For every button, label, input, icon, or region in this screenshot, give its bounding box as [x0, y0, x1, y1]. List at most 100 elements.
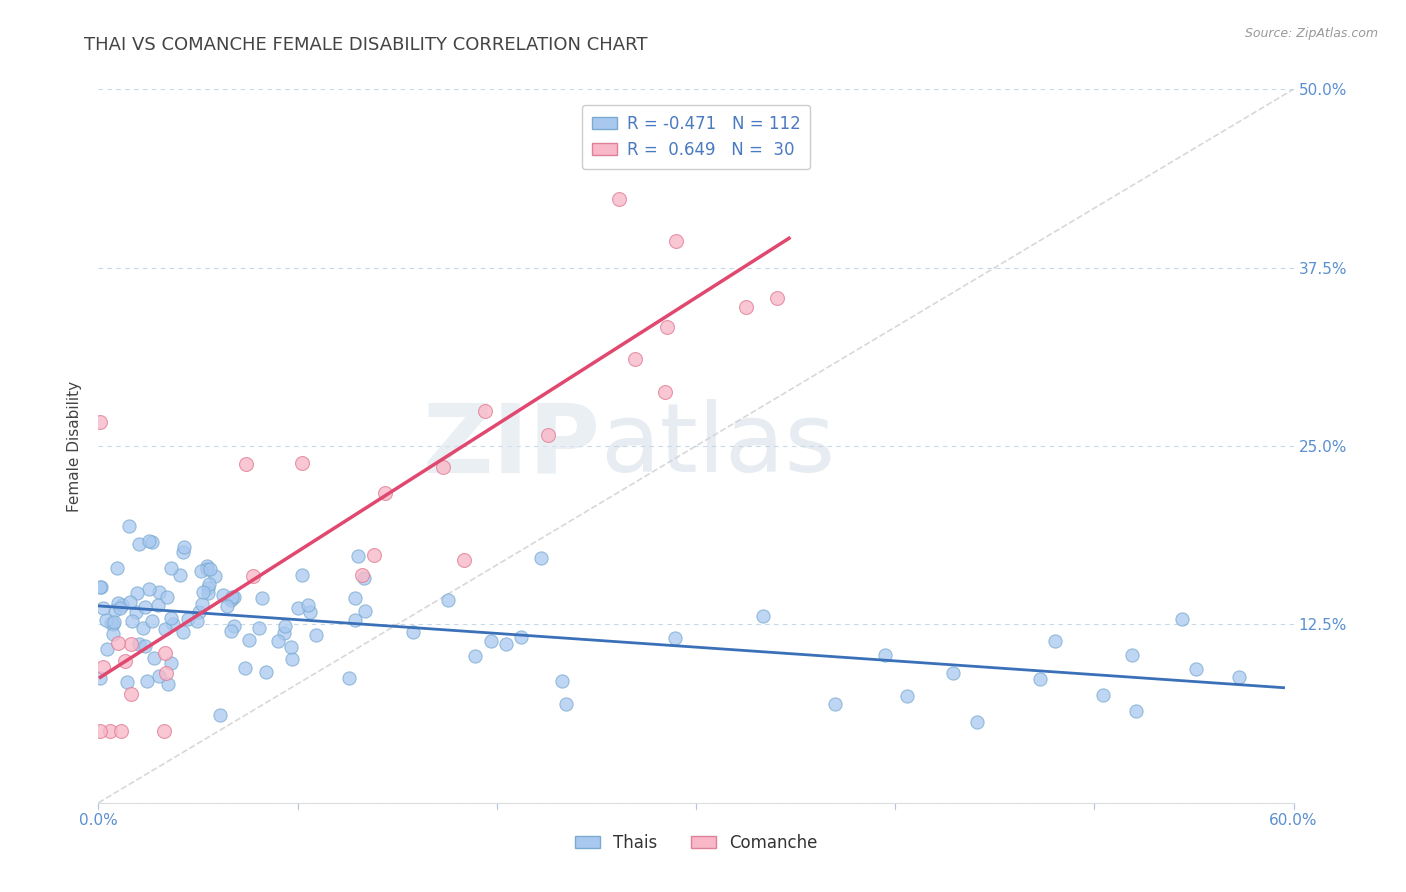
Point: [172, 545, 194, 559]
Point: [103, 617, 125, 632]
Point: [125, 585, 148, 599]
Point: [664, 632, 686, 646]
Point: [89, 415, 111, 429]
Point: [1092, 688, 1115, 702]
Point: [162, 617, 184, 632]
Point: [437, 593, 460, 607]
Point: [343, 591, 366, 606]
Point: [153, 647, 176, 661]
Point: [208, 707, 231, 722]
Point: [197, 576, 219, 591]
Point: [735, 300, 758, 314]
Point: [89, 724, 111, 739]
Point: [291, 456, 314, 470]
Point: [156, 677, 179, 691]
Point: [343, 613, 366, 627]
Point: [121, 614, 143, 628]
Point: [90, 580, 112, 594]
Point: [235, 457, 257, 471]
Point: [766, 291, 789, 305]
Point: [159, 561, 181, 575]
Point: [156, 591, 179, 605]
Point: [297, 599, 319, 613]
Point: [148, 669, 170, 683]
Point: [197, 586, 219, 600]
Point: [148, 585, 170, 599]
Point: [141, 535, 163, 549]
Point: [778, 132, 800, 146]
Point: [219, 593, 242, 607]
Point: [169, 568, 191, 582]
Point: [118, 595, 141, 609]
Point: [550, 673, 572, 688]
Point: [555, 697, 578, 711]
Text: ZIP: ZIP: [422, 400, 600, 492]
Y-axis label: Female Disability: Female Disability: [67, 380, 83, 512]
Point: [107, 636, 129, 650]
Point: [96, 613, 118, 627]
Point: [353, 571, 375, 585]
Point: [474, 403, 496, 417]
Point: [107, 596, 129, 610]
Point: [273, 625, 295, 640]
Point: [197, 582, 219, 596]
Point: [346, 549, 368, 563]
Point: [125, 606, 148, 620]
Point: [142, 650, 165, 665]
Point: [146, 598, 169, 612]
Point: [247, 621, 270, 635]
Point: [96, 642, 118, 657]
Point: [132, 621, 155, 635]
Point: [224, 618, 246, 632]
Point: [215, 599, 238, 613]
Point: [896, 690, 918, 704]
Point: [1043, 634, 1066, 648]
Point: [966, 714, 988, 729]
Point: [89, 580, 111, 594]
Point: [401, 625, 423, 640]
Point: [100, 616, 122, 631]
Point: [657, 319, 679, 334]
Point: [254, 665, 277, 680]
Point: [134, 599, 156, 614]
Point: [221, 590, 243, 604]
Point: [110, 724, 132, 739]
Text: THAI VS COMANCHE FEMALE DISABILITY CORRELATION CHART: THAI VS COMANCHE FEMALE DISABILITY CORRE…: [84, 36, 648, 54]
Point: [136, 673, 159, 688]
Point: [197, 562, 219, 576]
Point: [291, 567, 314, 582]
Point: [432, 459, 454, 474]
Point: [233, 661, 256, 675]
Point: [304, 628, 326, 642]
Point: [281, 652, 304, 666]
Legend: Thais, Comanche: Thais, Comanche: [568, 828, 824, 859]
Point: [118, 519, 141, 533]
Point: [212, 588, 235, 602]
Point: [160, 656, 183, 670]
Point: [98, 724, 121, 739]
Point: [274, 619, 297, 633]
Point: [190, 564, 212, 578]
Point: [128, 637, 150, 651]
Point: [942, 665, 965, 680]
Point: [111, 598, 134, 612]
Text: atlas: atlas: [600, 400, 835, 492]
Point: [105, 561, 128, 575]
Point: [537, 428, 560, 442]
Point: [159, 611, 181, 625]
Point: [363, 548, 385, 562]
Point: [138, 533, 160, 548]
Point: [350, 567, 373, 582]
Point: [120, 687, 142, 701]
Point: [287, 601, 309, 615]
Point: [624, 352, 647, 367]
Point: [103, 615, 125, 629]
Point: [252, 591, 274, 605]
Point: [530, 551, 553, 566]
Point: [114, 655, 136, 669]
Point: [298, 605, 321, 619]
Point: [134, 639, 156, 653]
Point: [138, 582, 160, 597]
Point: [267, 633, 290, 648]
Point: [665, 235, 688, 249]
